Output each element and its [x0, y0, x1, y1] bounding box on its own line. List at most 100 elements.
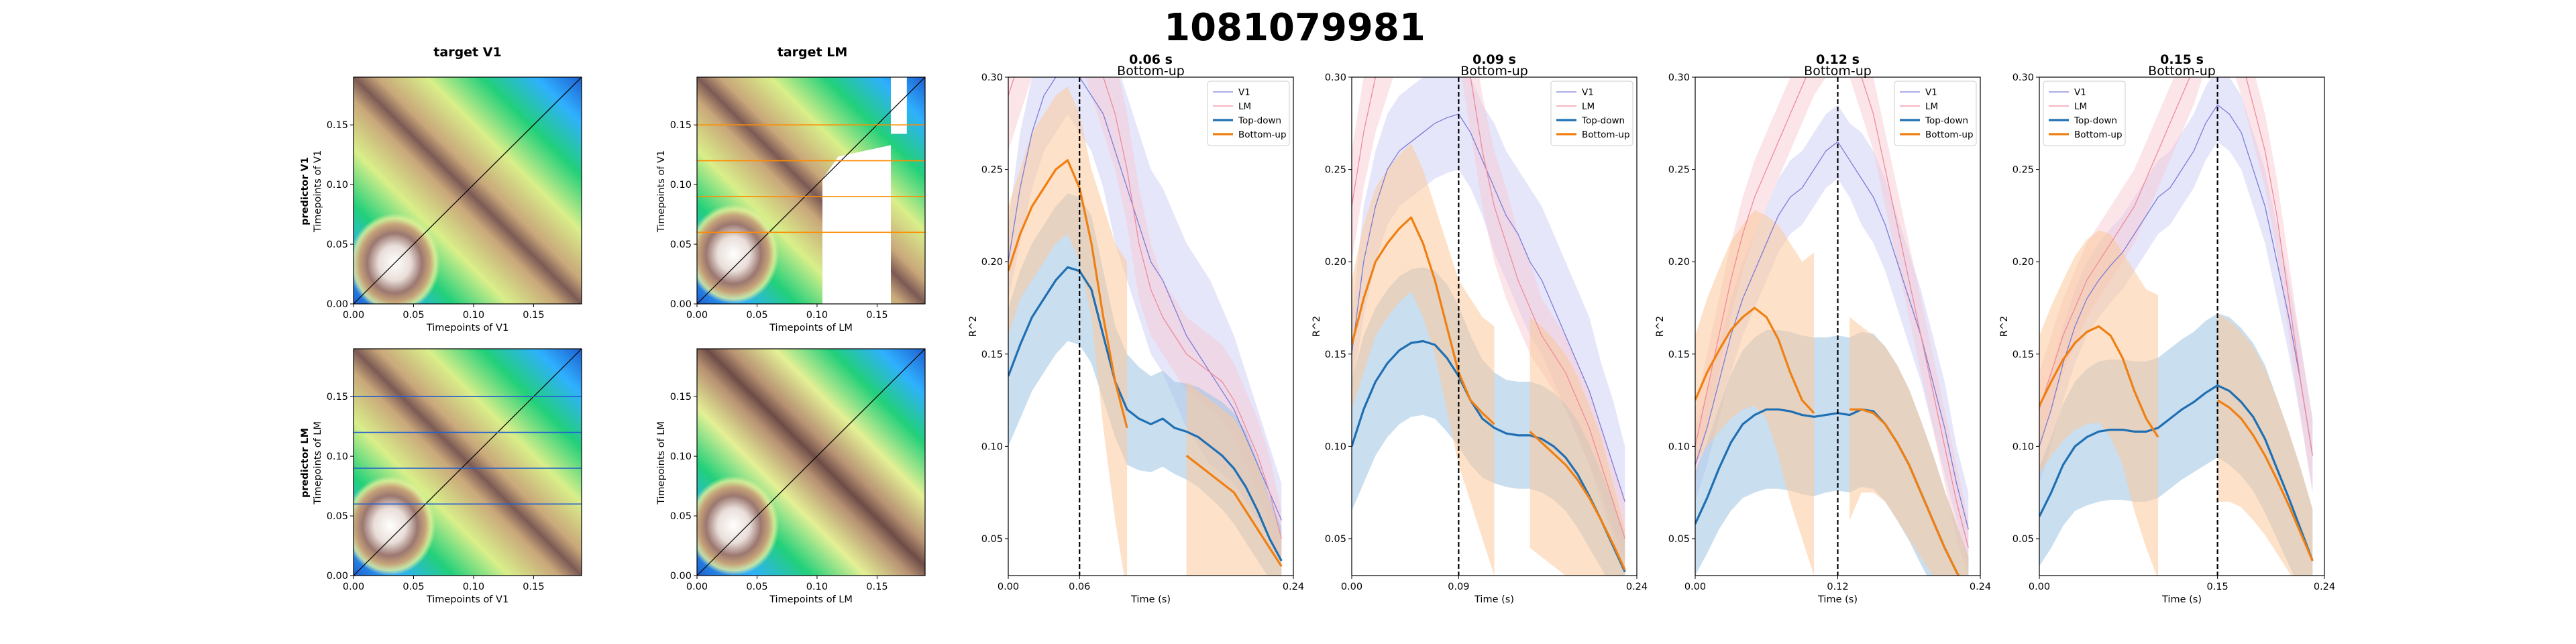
series-line: [1352, 113, 1625, 502]
series-line: [2039, 325, 2159, 438]
y-tick-label: 0.25: [1325, 165, 1346, 176]
y-axis-label: R^2: [1311, 316, 1322, 337]
x-tick-label: 0.00: [1684, 582, 1706, 592]
legend-box: [1894, 80, 1977, 146]
x-tick-label: 0.10: [463, 582, 484, 592]
page-title: 1081079981: [1164, 6, 1426, 50]
axes-frame: [1008, 76, 1294, 576]
heatmap-xlabel: Timepoints of LM: [769, 323, 853, 333]
x-tick-label: 0.24: [1970, 582, 1991, 592]
diagonal-line: [353, 76, 582, 305]
x-axis-label: Time (s): [1474, 594, 1514, 605]
legend-label: Bottom-up: [1238, 129, 1287, 140]
x-tick-label: 0.15: [866, 582, 888, 592]
heatmap-ylabel: Timepoints of V1: [656, 150, 667, 233]
x-tick-label: 0.12: [1827, 582, 1848, 592]
row-label-predictor-v1: predictor V1: [300, 157, 311, 225]
axes-frame: [353, 348, 582, 576]
x-tick-label: 0.09: [1448, 582, 1469, 592]
y-tick-label: 0.20: [1668, 257, 1690, 268]
heatmap-panel: 0.000.00 0.05 0.05 0.10 0.10 0.15 0.15: [327, 76, 582, 321]
confidence-band: [1849, 317, 1969, 576]
x-tick-label: 0.15: [866, 310, 888, 321]
x-tick-label: 0.05: [402, 310, 424, 321]
line-plot: 0.06 sBottom-up0.050.100.150.200.250.300…: [968, 52, 1304, 605]
legend-label: Top-down: [1238, 115, 1281, 126]
legend-label: LM: [1582, 101, 1595, 112]
x-tick-label: 0.00: [1341, 582, 1362, 592]
y-tick-label: 0.10: [1325, 441, 1346, 452]
series-line: [1008, 77, 1282, 539]
series-line: [1695, 77, 1969, 548]
heatmap-title-target-lm: target LM: [777, 45, 847, 60]
x-axis-label: Time (s): [1130, 594, 1171, 605]
confidence-band: [1695, 77, 1969, 576]
series-line: [1352, 339, 1626, 573]
heatmap-panel: 0.000.00 0.05 0.05 0.10 0.10 0.15 0.15: [670, 76, 926, 321]
line-plot-grid: 0.06 sBottom-up0.050.100.150.200.250.300…: [968, 52, 2335, 605]
heatmap-xlabel: Timepoints of LM: [769, 594, 853, 605]
heatmap-ylabel: Timepoints of LM: [656, 421, 667, 505]
axes-frame: [353, 76, 582, 305]
line-plot: 0.15 sBottom-up0.050.100.150.200.250.300…: [1999, 52, 2335, 605]
legend-label: Bottom-up: [1582, 129, 1630, 140]
heatmap-peak: [354, 213, 441, 304]
axes-frame: [696, 76, 926, 305]
confidence-band: [2217, 313, 2313, 576]
series-line: [1008, 77, 1282, 521]
diagonal-line: [696, 76, 926, 305]
y-tick-label: 0.30: [1325, 72, 1346, 83]
y-tick-label: 0.15: [327, 392, 348, 402]
plot-title: 0.09 s: [1472, 52, 1516, 67]
series-line: [1695, 307, 1815, 414]
y-tick-label: 0.00: [670, 299, 692, 310]
x-tick-label: 0.00: [686, 310, 708, 321]
diagonal-line: [696, 348, 926, 576]
series-line: [1352, 77, 1625, 539]
y-tick-label: 0.05: [981, 534, 1003, 545]
series-line: [2039, 77, 2313, 456]
x-tick-label: 0.00: [2029, 582, 2050, 592]
legend-label: V1: [1238, 87, 1250, 98]
plot-title: 0.15 s: [2160, 52, 2204, 67]
series-line: [2039, 104, 2313, 456]
x-tick-label: 0.15: [523, 310, 544, 321]
legend-label: Top-down: [1581, 115, 1625, 126]
y-tick-label: 0.05: [327, 511, 348, 522]
legend-label: V1: [1925, 87, 1937, 98]
y-tick-label: 0.25: [981, 165, 1003, 176]
heatmap-title-target-v1: target V1: [433, 45, 501, 60]
plot-subtitle: Bottom-up: [2148, 64, 2216, 78]
confidence-band: [1529, 317, 1625, 576]
legend-box: [2043, 80, 2126, 146]
heatmap-mask: [822, 145, 891, 304]
y-tick-label: 0.15: [327, 120, 348, 131]
y-tick-label: 0.10: [981, 441, 1003, 452]
y-tick-label: 0.00: [327, 571, 348, 582]
series-line: [1008, 159, 1128, 429]
y-tick-label: 0.15: [670, 120, 692, 131]
y-tick-label: 0.25: [1668, 165, 1690, 176]
confidence-band: [1352, 144, 1495, 576]
y-axis-label: R^2: [1655, 316, 1666, 337]
y-axis-label: R^2: [1999, 316, 2010, 337]
x-tick-label: 0.05: [746, 582, 767, 592]
x-axis-label: Time (s): [2161, 594, 2202, 605]
x-tick-label: 0.05: [746, 310, 767, 321]
x-tick-label: 0.10: [463, 310, 484, 321]
legend-label: Bottom-up: [1925, 129, 1974, 140]
series-line: [2039, 384, 2314, 561]
confidence-band: [1008, 86, 1128, 576]
line-plot: 0.09 sBottom-up0.050.100.150.200.250.300…: [1311, 52, 1648, 605]
y-tick-label: 0.15: [1668, 350, 1690, 360]
axes-frame: [1351, 76, 1638, 576]
y-tick-label: 0.25: [2012, 165, 2034, 176]
legend-label: Bottom-up: [2074, 129, 2123, 140]
y-tick-label: 0.30: [981, 72, 1003, 83]
x-tick-label: 0.24: [1283, 582, 1304, 592]
y-tick-label: 0.00: [327, 299, 348, 310]
x-tick-label: 0.06: [1069, 582, 1090, 592]
x-tick-label: 0.15: [2206, 582, 2228, 592]
x-tick-label: 0.00: [686, 582, 708, 592]
legend-label: Top-down: [2074, 115, 2117, 126]
